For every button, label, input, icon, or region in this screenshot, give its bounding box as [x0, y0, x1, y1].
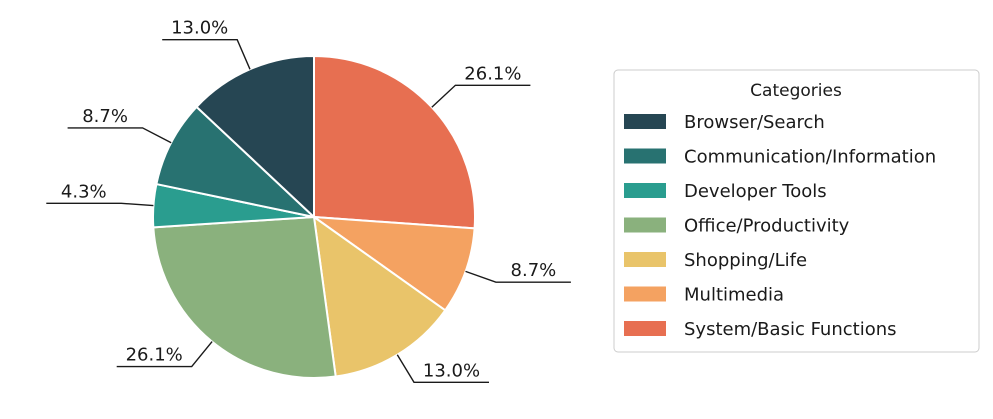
leader-line-multimedia	[465, 270, 571, 283]
slice-percent-label-developer-tools: 4.3%	[61, 181, 107, 202]
pie-slice-multimedia	[313, 216, 476, 312]
legend-title: Categories	[750, 81, 842, 101]
legend-label-office-productivity: Office/Productivity	[684, 216, 850, 237]
legend-item-communication-information: Communication/Information	[624, 147, 936, 168]
legend-swatch-developer-tools	[624, 183, 666, 198]
pie-slice-communication-information	[155, 105, 315, 218]
slice-percent-label-browser-search: 13.0%	[171, 18, 228, 39]
leader-line-office-productivity	[116, 341, 213, 368]
legend-item-browser-search: Browser/Search	[624, 112, 825, 133]
legend-label-communication-information: Communication/Information	[684, 147, 936, 168]
legend-swatch-system-basic-functions	[624, 321, 666, 336]
pie-slices	[152, 55, 477, 379]
slice-percent-label-communication-information: 8.7%	[82, 106, 128, 127]
legend-label-shopping-life: Shopping/Life	[684, 250, 807, 271]
legend-swatch-office-productivity	[624, 217, 666, 233]
legend-label-developer-tools: Developer Tools	[684, 181, 827, 202]
slice-percent-label-office-productivity: 26.1%	[126, 345, 183, 366]
slice-percent-label-shopping-life: 13.0%	[423, 360, 480, 381]
slice-percent-label-system-basic-functions: 26.1%	[464, 63, 521, 84]
slice-percent-label-multimedia: 8.7%	[511, 260, 557, 281]
pie-labels: 26.1% 8.7% 13.0% 26.1% 4.3% 8.7% 13.0%	[46, 18, 571, 383]
leader-line-system-basic-functions	[431, 84, 531, 108]
legend-swatch-communication-information	[624, 148, 666, 164]
pie-slice-shopping-life	[313, 216, 447, 378]
leader-line-shopping-life	[396, 354, 489, 383]
legend-item-multimedia: Multimedia	[624, 285, 784, 306]
legend: Categories Browser/Search Communication/I…	[613, 69, 980, 353]
leader-line-browser-search	[162, 39, 251, 70]
pie-slice-browser-search	[195, 55, 315, 218]
pie-slice-system-basic-functions	[313, 55, 477, 230]
pie-slice-office-productivity	[152, 216, 337, 379]
legend-label-multimedia: Multimedia	[684, 285, 784, 306]
legend-swatch-shopping-life	[624, 252, 666, 267]
legend-item-system-basic-functions: System/Basic Functions	[624, 319, 897, 340]
legend-box	[613, 69, 980, 353]
legend-item-office-productivity: Office/Productivity	[624, 216, 850, 237]
legend-swatch-browser-search	[624, 114, 666, 129]
leader-line-developer-tools	[46, 202, 154, 207]
legend-item-developer-tools: Developer Tools	[624, 181, 827, 202]
legend-item-shopping-life: Shopping/Life	[624, 250, 807, 271]
legend-label-system-basic-functions: System/Basic Functions	[684, 319, 897, 340]
legend-items: Browser/Search Communication/Information D…	[624, 112, 936, 340]
leader-line-communication-information	[67, 127, 172, 144]
legend-swatch-multimedia	[624, 286, 666, 302]
legend-label-browser-search: Browser/Search	[684, 112, 825, 133]
